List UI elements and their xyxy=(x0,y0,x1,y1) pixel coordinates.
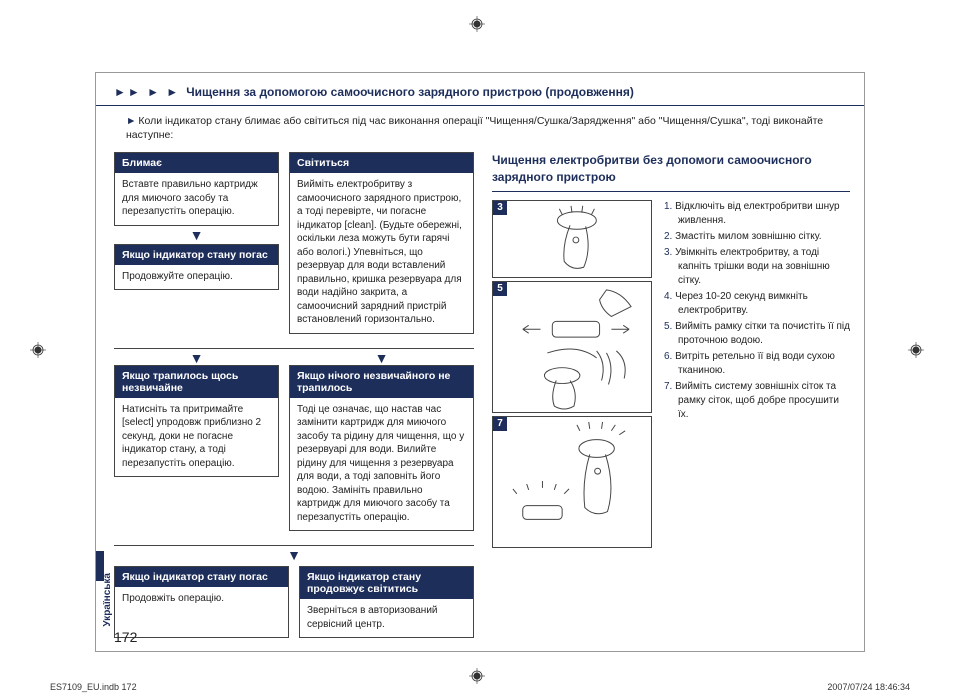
flow-col-a: Блимає Вставте правильно картридж для ми… xyxy=(114,152,279,294)
figure-7-label: 7 xyxy=(493,417,507,431)
intro-text: ►Коли індикатор стану блимає або світить… xyxy=(96,106,864,152)
page-heading: ►► ► ► Чищення за допомогою самоочисного… xyxy=(96,73,864,106)
step-2: 2. Змастіть милом зовнішню сітку. xyxy=(664,230,850,244)
right-body: 3 5 xyxy=(492,200,850,548)
figure-5: 5 xyxy=(492,281,652,413)
box-pogas-header: Якщо індикатор стану погас xyxy=(115,245,278,265)
heading-arrows: ►► ► ► xyxy=(114,85,180,99)
steps-list: 1. Відключіть від електробритви шнур жив… xyxy=(662,200,850,548)
step-3: 3. Увімкніть електробритву, а тоді капні… xyxy=(664,246,850,288)
step-7: 7. Вийміть систему зовнішніх сіток та ра… xyxy=(664,380,850,422)
figure-3-label: 3 xyxy=(493,201,507,215)
right-subheading: Чищення електробритви без допомоги самоо… xyxy=(492,152,850,191)
rinse-illustration xyxy=(493,282,651,412)
intro-arrow: ► xyxy=(126,115,136,127)
content-columns: Блимає Вставте правильно картридж для ми… xyxy=(96,152,864,642)
figure-column: 3 5 xyxy=(492,200,652,548)
box-pogas2-body: Продовжіть операцію. xyxy=(115,587,288,612)
footer-timestamp: 2007/07/24 18:46:34 xyxy=(827,682,910,692)
regmark-left xyxy=(30,342,46,358)
figure-7: 7 xyxy=(492,416,652,548)
box-svit2: Якщо індикатор стану продовжує світитись… xyxy=(299,566,474,638)
box-unusual: Якщо трапилось щось незвичайне Натисніть… xyxy=(114,365,279,478)
box-normal: Якщо нічого незвичайного не трапилось То… xyxy=(289,365,474,532)
figure-3: 3 xyxy=(492,200,652,278)
box-pogas: Якщо індикатор стану погас Продовжуйте о… xyxy=(114,244,279,291)
footer-file: ES7109_EU.indb 172 xyxy=(50,682,137,692)
arrow-down-icon: ▼ xyxy=(114,550,474,562)
box-svit-body: Вийміть електробритву з самоочисного зар… xyxy=(290,173,473,333)
box-svit: Світиться Вийміть електробритву з самооч… xyxy=(289,152,474,334)
right-column: Чищення електробритви без допомоги самоо… xyxy=(492,152,850,642)
flow-row-3-divider: ▼ xyxy=(114,545,474,562)
box-pogas-body: Продовжуйте операцію. xyxy=(115,265,278,290)
intro-body: Коли індикатор стану блимає або світитьс… xyxy=(126,115,823,141)
heading-text: Чищення за допомогою самоочисного зарядн… xyxy=(186,85,634,99)
language-tab: Українська xyxy=(102,573,113,627)
step-1: 1. Відключіть від електробритви шнур жив… xyxy=(664,200,850,228)
box-normal-body: Тоді це означає, що настав час замінити … xyxy=(290,398,473,531)
arrow-down-icon: ▼ xyxy=(289,353,474,365)
step-6: 6. Витріть ретельно її від води сухою тк… xyxy=(664,350,850,378)
box-blymae: Блимає Вставте правильно картридж для ми… xyxy=(114,152,279,226)
box-svit-header: Світиться xyxy=(290,153,473,173)
step-4: 4. Через 10-20 секунд вимкніть електробр… xyxy=(664,290,850,318)
shaver-illustration xyxy=(493,201,651,277)
page-number: 172 xyxy=(114,629,137,645)
regmark-top xyxy=(469,16,485,32)
flow-col-b: Світиться Вийміть електробритву з самооч… xyxy=(289,152,474,338)
regmark-right xyxy=(908,342,924,358)
box-blymae-header: Блимає xyxy=(115,153,278,173)
box-pogas2-header: Якщо індикатор стану погас xyxy=(115,567,288,587)
page-frame: ►► ► ► Чищення за допомогою самоочисного… xyxy=(95,72,865,652)
flow-row-2: ▼ Якщо трапилось щось незвичайне Натисні… xyxy=(114,348,474,536)
flow-col-c: ▼ Якщо трапилось щось незвичайне Натисні… xyxy=(114,353,279,536)
dry-illustration xyxy=(493,417,651,547)
flow-col-d: ▼ Якщо нічого незвичайного не трапилось … xyxy=(289,353,474,536)
step-5: 5. Вийміть рамку сітки та почистіть її п… xyxy=(664,320,850,348)
flowchart-column: Блимає Вставте правильно картридж для ми… xyxy=(114,152,474,642)
box-svit2-header: Якщо індикатор стану продовжує світитись xyxy=(300,567,473,599)
print-footer: ES7109_EU.indb 172 2007/07/24 18:46:34 xyxy=(50,682,910,692)
flow-row-1: Блимає Вставте правильно картридж для ми… xyxy=(114,152,474,338)
arrow-down-icon: ▼ xyxy=(114,230,279,244)
box-unusual-header: Якщо трапилось щось незвичайне xyxy=(115,366,278,398)
box-unusual-body: Натисніть та притримайте [select] упродо… xyxy=(115,398,278,477)
box-normal-header: Якщо нічого незвичайного не трапилось xyxy=(290,366,473,398)
box-blymae-body: Вставте правильно картридж для миючого з… xyxy=(115,173,278,225)
box-svit2-body: Зверніться в авторизований сервісний цен… xyxy=(300,599,473,637)
flow-row-3: Якщо індикатор стану погас Продовжіть оп… xyxy=(114,566,474,642)
box-pogas2: Якщо індикатор стану погас Продовжіть оп… xyxy=(114,566,289,638)
arrow-down-icon: ▼ xyxy=(114,353,279,365)
figure-5-label: 5 xyxy=(493,282,507,296)
